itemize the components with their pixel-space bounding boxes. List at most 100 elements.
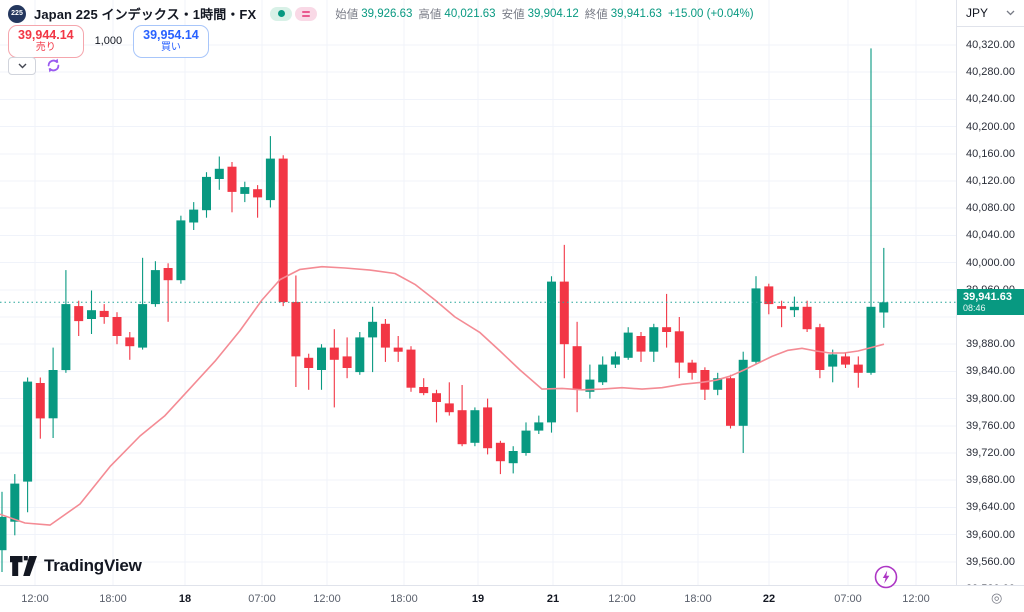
chart-plot-area[interactable]: 225 Japan 225 インデックス・1時間・FX 始値 39,926.63… xyxy=(0,0,956,589)
time-axis-label: 18 xyxy=(178,593,192,605)
candle-body xyxy=(355,337,365,373)
notification-icon[interactable] xyxy=(295,6,318,21)
symbol-logo[interactable]: 225 xyxy=(8,4,26,23)
candle-body xyxy=(278,158,288,303)
status-pills xyxy=(270,6,318,21)
candle-body xyxy=(687,362,697,373)
candle-body xyxy=(189,209,199,223)
buy-button[interactable]: 39,954.14 買い xyxy=(133,25,209,58)
candle-body xyxy=(150,270,160,305)
market-open-status-icon[interactable] xyxy=(270,6,293,21)
gridlines xyxy=(0,0,956,585)
candle-body xyxy=(674,331,684,363)
tradingview-logo[interactable]: TradingView xyxy=(10,556,142,576)
price-axis-label: 40,120.00 xyxy=(966,175,1015,187)
time-axis-label: 12:00 xyxy=(313,593,341,605)
price-axis-label: 39,840.00 xyxy=(966,365,1015,378)
candle-body xyxy=(662,327,672,332)
pink-bar-icon xyxy=(302,14,311,17)
candle-body xyxy=(508,451,518,464)
candle-body xyxy=(125,337,135,347)
sell-label: 売り xyxy=(35,42,56,54)
open-value: 39,926.63 xyxy=(361,7,413,20)
time-axis[interactable]: 12:00 18:00 18 07:00 12:00 18:00 19 21 12:00 18:0… xyxy=(0,585,1024,612)
candle-body xyxy=(317,347,326,370)
time-axis-label: 12:00 xyxy=(902,593,930,605)
currency-selector[interactable]: JPY xyxy=(957,0,1024,27)
candles-series xyxy=(0,48,889,572)
candle-body xyxy=(828,354,838,367)
candle-body xyxy=(380,323,390,348)
candle-body xyxy=(99,310,109,317)
time-axis-label: 18:00 xyxy=(684,593,712,605)
candle-body xyxy=(866,306,876,373)
scale-settings-icon[interactable]: ◎ xyxy=(991,590,1003,605)
candle-body xyxy=(304,357,314,368)
time-axis-label: 18:00 xyxy=(99,593,127,605)
low-value: 39,904.12 xyxy=(527,7,579,20)
candle-body xyxy=(432,393,441,402)
candle-body xyxy=(572,346,582,390)
candle-body xyxy=(559,281,569,345)
open-label: 始値 xyxy=(335,8,359,21)
sell-button[interactable]: 39,944.14 売り xyxy=(8,25,84,58)
close-value: 39,941.63 xyxy=(610,7,662,20)
low-label: 安値 xyxy=(501,8,525,21)
candle-body xyxy=(138,304,148,348)
candle-body xyxy=(738,359,748,426)
candle-body xyxy=(74,306,84,322)
candle-body xyxy=(700,370,710,390)
candle-body xyxy=(10,483,20,522)
chevron-down-icon xyxy=(18,63,26,68)
candle-body xyxy=(726,378,735,426)
price-axis-label: 40,160.00 xyxy=(966,147,1015,160)
sync-refresh-icon[interactable] xyxy=(44,56,63,75)
candle-body xyxy=(444,403,454,413)
sell-price: 39,944.14 xyxy=(18,28,74,42)
buy-label: 買い xyxy=(160,42,181,54)
chart-title[interactable]: Japan 225 インデックス・1時間・FX xyxy=(34,7,257,22)
candle-body xyxy=(802,306,812,330)
symbol-header: 225 Japan 225 インデックス・1時間・FX 始値 39,926.63… xyxy=(8,4,754,23)
last-price-badge: 39,941.63 08:46 xyxy=(957,289,1024,316)
lightning-quick-trade-button[interactable] xyxy=(874,565,898,589)
chart-canvas[interactable] xyxy=(0,0,956,585)
collapse-order-panel-button[interactable] xyxy=(8,56,36,75)
candle-body xyxy=(636,336,646,352)
candle-body xyxy=(457,410,467,445)
time-axis-label: 18:00 xyxy=(390,593,418,605)
candle-body xyxy=(419,387,429,394)
candle-body xyxy=(521,430,531,453)
price-axis-label: 40,280.00 xyxy=(966,66,1015,79)
candle-body xyxy=(112,317,122,336)
candle-body xyxy=(406,349,416,388)
price-axis-label: 40,240.00 xyxy=(966,93,1015,106)
chevron-down-icon xyxy=(1006,10,1015,16)
candle-body xyxy=(495,442,505,462)
candle-body xyxy=(649,327,659,352)
candle-body xyxy=(329,347,339,360)
quantity-value[interactable]: 1,000 xyxy=(94,35,123,48)
price-axis-label: 39,720.00 xyxy=(966,447,1015,459)
order-panel: 39,944.14 売り 1,000 39,954.14 買い xyxy=(8,25,209,58)
price-axis[interactable]: JPY 40,320.00 40,280.00 40,240.00 40,200.00… xyxy=(956,0,1024,595)
candle-body xyxy=(815,327,825,370)
price-axis-label: 40,040.00 xyxy=(966,229,1015,242)
last-price-value: 39,941.63 xyxy=(963,291,1012,304)
candle-body xyxy=(48,370,58,419)
candle-body xyxy=(393,347,403,352)
candle-body xyxy=(853,364,863,373)
candle-body xyxy=(879,302,889,313)
high-value: 40,021.63 xyxy=(444,7,496,20)
ohlc-readout: 始値 39,926.63 高値 40,021.63 安値 39,904.12 終… xyxy=(335,6,753,22)
candle-body xyxy=(368,321,378,338)
price-axis-label: 39,640.00 xyxy=(966,501,1015,514)
candle-body xyxy=(483,407,493,449)
candle-body xyxy=(163,268,173,281)
ma-line xyxy=(0,265,885,526)
green-dot-icon xyxy=(277,10,285,17)
price-axis-label: 39,880.00 xyxy=(966,338,1015,351)
candle-body xyxy=(751,288,761,362)
candle-body xyxy=(0,516,7,551)
